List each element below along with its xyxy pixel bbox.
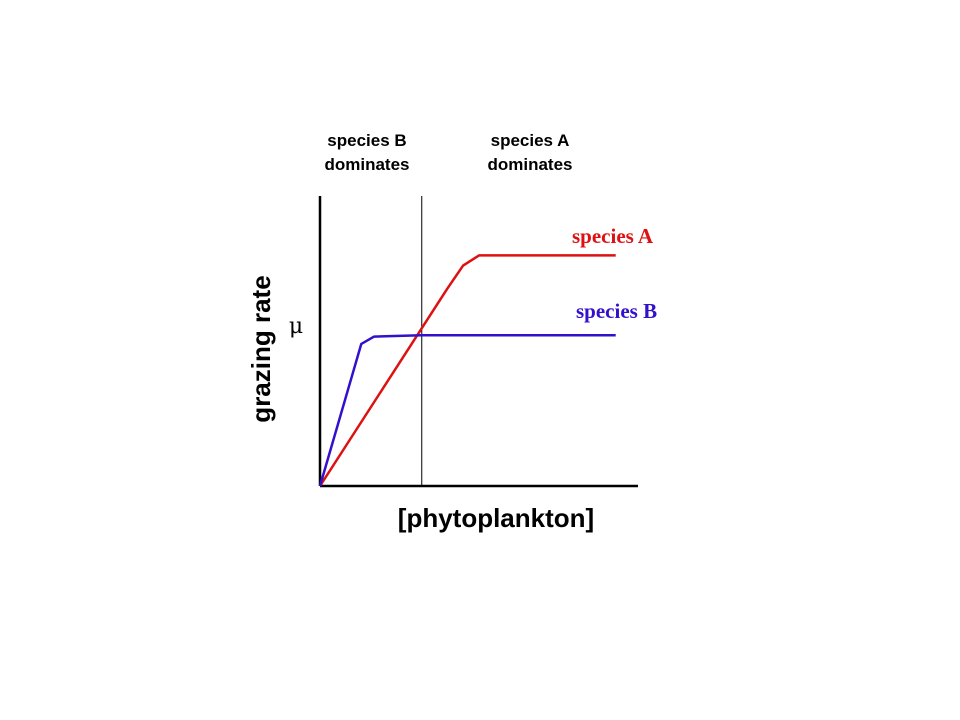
series-label-species-b: species B xyxy=(576,299,657,323)
region-label-a-line2: dominates xyxy=(487,155,572,174)
series-label-species-a: species A xyxy=(572,224,654,248)
region-label-b-line2: dominates xyxy=(324,155,409,174)
x-axis-title: [phytoplankton] xyxy=(398,503,594,533)
series-line-species-a xyxy=(318,254,616,487)
region-label-b-line1: species B xyxy=(327,131,406,150)
y-axis-symbol: μ xyxy=(289,314,303,339)
series-line-species-b xyxy=(318,333,616,487)
y-axis-title: grazing rate xyxy=(246,275,276,422)
region-label-a-line1: species A xyxy=(491,131,570,150)
